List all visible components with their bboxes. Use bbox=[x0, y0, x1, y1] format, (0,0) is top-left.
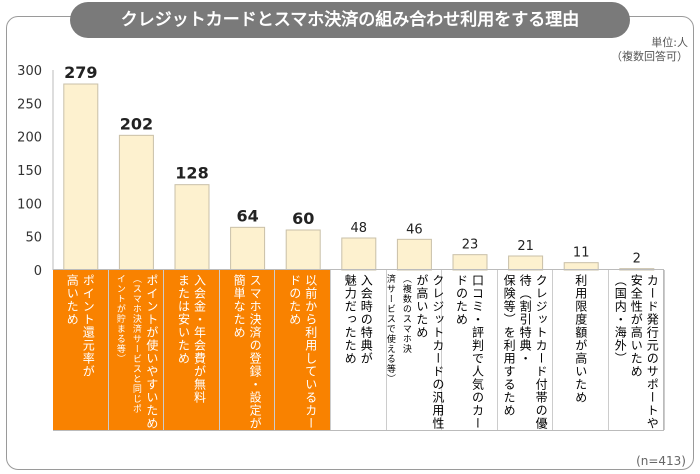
unit-label: 単位:人 bbox=[651, 36, 688, 49]
bar bbox=[341, 237, 377, 271]
data-label: 21 bbox=[517, 239, 534, 254]
y-tick-label: 250 bbox=[17, 97, 42, 112]
category-line: ドのため bbox=[287, 274, 302, 326]
category-line: 利用限度額が高いため bbox=[573, 274, 588, 404]
category-line: が高いため bbox=[414, 274, 429, 339]
category-line: 魅力だったため bbox=[343, 274, 358, 365]
category-line: ポイント還元率が bbox=[81, 274, 96, 378]
data-label: 46 bbox=[406, 222, 423, 237]
category-line: クレジットカード付帯の優 bbox=[534, 274, 549, 430]
data-label: 11 bbox=[573, 246, 590, 261]
bar bbox=[508, 255, 544, 271]
category-line: 入会金・年会費が無料 bbox=[192, 274, 207, 404]
chart-title: クレジットカードとスマホ決済の組み合わせ利用をする理由 bbox=[70, 2, 630, 38]
category-line: 待（割引特典・ bbox=[518, 274, 533, 365]
bar bbox=[285, 229, 321, 271]
data-label: 128 bbox=[175, 164, 208, 183]
category-line: または安いため bbox=[176, 274, 191, 365]
category-line: クレジットカードの汎用性 bbox=[430, 274, 445, 430]
category-note: 済サービスで使える等） bbox=[384, 274, 395, 384]
category-label: 以前から利用しているカー ドのため bbox=[275, 270, 331, 430]
category-label: スマホ決済の登録・設定が 簡単なため bbox=[219, 270, 276, 430]
category-label: 口コミ・評判で人気のカー ドのため bbox=[442, 270, 498, 430]
category-line: 入会時の特典が bbox=[359, 274, 374, 365]
category-line: 高いため bbox=[65, 274, 80, 326]
y-tick-label: 100 bbox=[17, 197, 42, 212]
category-line: カード発行元のサポートや bbox=[645, 274, 660, 430]
category-text: クレジットカードの汎用性 が高いため （複数のスマホ決 済サービスで使える等） bbox=[382, 274, 446, 430]
data-label: 48 bbox=[351, 221, 368, 236]
bar bbox=[230, 226, 266, 271]
category-line: スマホ決済の登録・設定が bbox=[248, 274, 263, 430]
data-label: 64 bbox=[236, 206, 258, 225]
category-label: 入会時の特典が 魅力だったため bbox=[331, 270, 387, 430]
category-label: ポイント還元率が 高いため bbox=[53, 270, 109, 430]
category-text: クレジットカード付帯の優 待（割引特典・ 保険等）を利用するため bbox=[501, 274, 549, 430]
bar bbox=[118, 134, 154, 271]
category-text: 利用限度額が高いため bbox=[573, 274, 589, 430]
category-label: カード発行元のサポートや 安全性が高いため （国内・海外） bbox=[609, 270, 665, 430]
y-tick-label: 50 bbox=[25, 231, 42, 246]
category-label: クレジットカードの汎用性 が高いため （複数のスマホ決 済サービスで使える等） bbox=[385, 270, 445, 430]
unit-note: 単位:人 （複数回答可） bbox=[611, 36, 688, 64]
category-text: スマホ決済の登録・設定が 簡単なため bbox=[231, 274, 263, 430]
category-label: 入会金・年会費が無料 または安いため bbox=[164, 270, 220, 430]
category-note: （スマホ決済サービスと同じポ bbox=[130, 274, 141, 414]
category-line: ドのため bbox=[454, 274, 469, 326]
category-text: ポイントが使いやすいため （スマホ決済サービスと同じポ イントが貯まる等） bbox=[112, 274, 160, 430]
category-note: （複数のスマホ決 bbox=[400, 274, 411, 354]
category-label: クレジットカード付帯の優 待（割引特典・ 保険等）を利用するため bbox=[498, 270, 554, 430]
category-text: 入会金・年会費が無料 または安いため bbox=[175, 274, 207, 430]
category-text: 以前から利用しているカー ドのため bbox=[287, 274, 319, 430]
data-label: 279 bbox=[64, 63, 97, 82]
category-label: 利用限度額が高いため bbox=[553, 270, 609, 430]
category-line: 簡単なため bbox=[232, 274, 247, 339]
y-tick-label: 300 bbox=[17, 64, 42, 79]
category-line: 以前から利用しているカー bbox=[303, 274, 318, 430]
category-line: 安全性が高いため bbox=[629, 274, 644, 378]
y-tick-label: 0 bbox=[34, 264, 42, 279]
category-note: イントが貯まる等） bbox=[114, 274, 125, 364]
bar bbox=[63, 83, 99, 271]
data-label: 60 bbox=[292, 209, 314, 228]
multiple-answer-note: （複数回答可） bbox=[611, 50, 688, 63]
data-label: 2 bbox=[633, 252, 641, 267]
bar bbox=[174, 184, 210, 271]
data-label: 202 bbox=[120, 114, 153, 133]
y-tick-label: 150 bbox=[17, 164, 42, 179]
category-text: 口コミ・評判で人気のカー ドのため bbox=[453, 274, 485, 430]
category-line: 口コミ・評判で人気のカー bbox=[470, 274, 485, 430]
category-text: ポイント還元率が 高いため bbox=[64, 274, 96, 430]
data-label: 23 bbox=[462, 238, 479, 253]
sample-size: (n=413) bbox=[636, 454, 686, 468]
category-line: （国内・海外） bbox=[613, 274, 628, 365]
category-text: カード発行元のサポートや 安全性が高いため （国内・海外） bbox=[612, 274, 660, 430]
y-tick-label: 200 bbox=[17, 131, 42, 146]
bar bbox=[452, 254, 488, 271]
category-text: 入会時の特典が 魅力だったため bbox=[342, 274, 374, 430]
category-label: ポイントが使いやすいため （スマホ決済サービスと同じポ イントが貯まる等） bbox=[108, 270, 165, 430]
bar bbox=[396, 238, 432, 271]
category-line: 保険等）を利用するため bbox=[502, 274, 517, 417]
category-line: ポイントが使いやすいため bbox=[144, 274, 159, 430]
